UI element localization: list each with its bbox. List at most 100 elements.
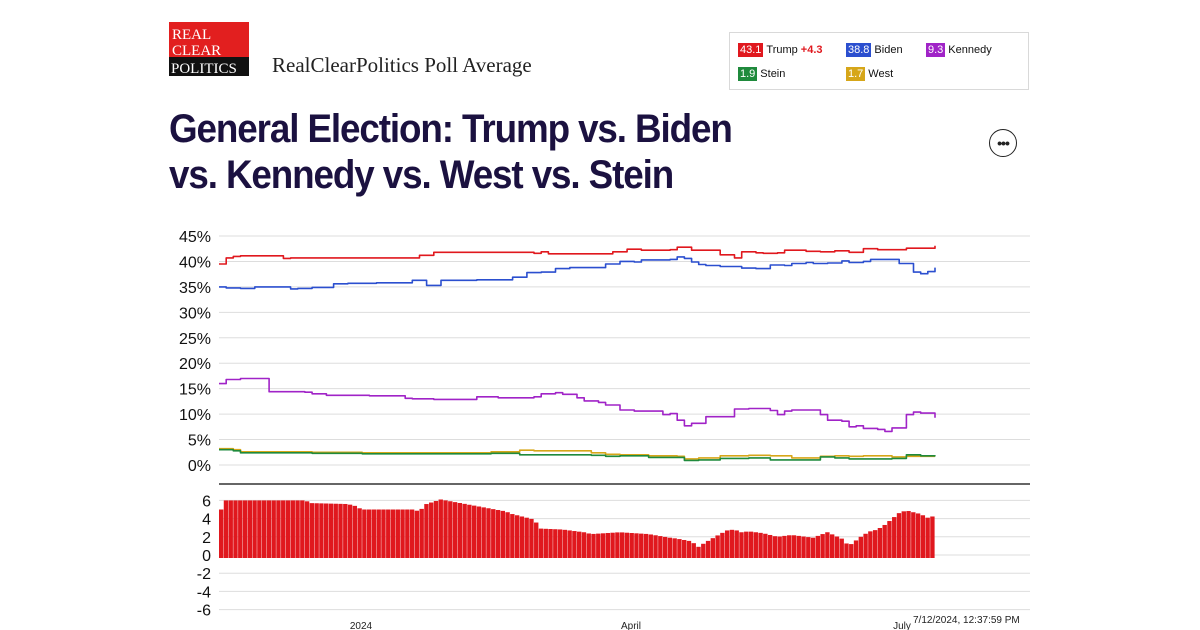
- spread-bar: [538, 528, 544, 558]
- spread-bar: [748, 531, 754, 558]
- spread-bar: [829, 534, 835, 558]
- spread-bar: [352, 505, 358, 558]
- spread-bar: [820, 534, 825, 558]
- spread-bar: [734, 530, 739, 558]
- spread-bar: [409, 509, 415, 558]
- spread-bar: [448, 501, 453, 558]
- legend-item-biden[interactable]: 38.8 Biden: [846, 42, 903, 58]
- rcp-logo[interactable]: REAL CLEAR POLITICS: [169, 22, 249, 76]
- spread-bar: [658, 536, 663, 558]
- spread-bar: [285, 500, 291, 558]
- spread-bar: [758, 532, 763, 558]
- legend-item-stein[interactable]: 1.9 Stein: [738, 66, 785, 82]
- spread-bar: [629, 533, 634, 558]
- y-tick-label: 15%: [179, 382, 211, 399]
- spread-bar: [405, 509, 410, 558]
- spread-bar: [319, 503, 324, 558]
- legend-item-west[interactable]: 1.7 West: [846, 66, 893, 82]
- spread-tick-label: 2: [202, 530, 211, 547]
- series-line-trump: [219, 245, 936, 265]
- spread-bar: [639, 533, 644, 558]
- timestamp: 7/12/2024, 12:37:59 PM: [913, 615, 1020, 626]
- legend-value: 1.9: [738, 67, 758, 81]
- x-tick-label: July: [893, 621, 911, 630]
- spread-tick-label: 4: [202, 512, 211, 529]
- spread-bar: [882, 524, 887, 558]
- spread-bar: [615, 532, 620, 558]
- logo-line-2: CLEAR: [172, 43, 221, 59]
- spread-bar: [371, 509, 377, 558]
- spread-bar: [662, 536, 668, 558]
- spread-bar: [672, 538, 677, 558]
- spread-bar: [505, 512, 510, 558]
- spread-bar: [290, 500, 295, 558]
- spread-tick-label: -6: [197, 603, 211, 620]
- spread-bar: [271, 500, 276, 558]
- spread-bar: [572, 531, 577, 558]
- legend-value: 9.3: [926, 43, 946, 57]
- spread-bar: [581, 532, 587, 558]
- spread-bar: [247, 500, 253, 558]
- spread-bar: [763, 533, 768, 558]
- spread-tick-label: 0: [202, 548, 211, 565]
- spread-bar: [414, 510, 420, 558]
- spread-bar: [806, 537, 811, 558]
- spread-bar: [872, 530, 878, 558]
- spread-bar: [863, 533, 868, 558]
- spread-bar: [600, 533, 606, 558]
- spread-bar: [510, 514, 515, 558]
- legend-item-trump[interactable]: 43.1 Trump +4.3: [738, 42, 823, 58]
- spread-bar: [777, 536, 782, 558]
- legend-name: Biden: [874, 44, 903, 56]
- legend-value: 43.1: [738, 43, 764, 57]
- spread-bar: [691, 543, 696, 558]
- x-tick-label: April: [621, 621, 641, 630]
- spread-bar: [491, 509, 496, 558]
- spread-bar: [486, 508, 491, 558]
- spread-bar: [500, 510, 505, 558]
- spread-bar: [366, 509, 372, 558]
- legend-item-kennedy[interactable]: 9.3 Kennedy: [926, 42, 992, 58]
- spread-bar: [266, 500, 272, 558]
- series-line-stein: [219, 448, 936, 462]
- spread-bar: [815, 535, 821, 558]
- y-tick-label: 25%: [179, 331, 211, 348]
- spread-bar: [767, 534, 773, 558]
- spread-bar: [801, 536, 806, 558]
- spread-bar: [643, 533, 649, 558]
- spread-bar: [696, 546, 701, 558]
- spread-bar: [858, 536, 863, 558]
- spread-bar: [242, 500, 248, 558]
- spread-bar: [925, 517, 930, 558]
- spread-bar: [724, 530, 730, 558]
- spread-bar: [443, 500, 448, 558]
- series-line-biden: [219, 256, 936, 290]
- spread-bar: [400, 509, 405, 558]
- more-options-button[interactable]: •••: [989, 129, 1017, 157]
- spread-bar: [495, 510, 501, 558]
- spread-bar: [424, 504, 429, 558]
- spread-bar: [787, 535, 792, 558]
- spread-bar: [868, 531, 873, 558]
- y-tick-label: 30%: [179, 305, 211, 322]
- y-tick-label: 0%: [188, 458, 211, 475]
- spread-bar: [419, 508, 424, 558]
- brand-caption[interactable]: RealClearPolitics Poll Average: [272, 53, 532, 77]
- legend-name: West: [868, 68, 894, 80]
- spread-bar: [677, 539, 682, 558]
- page-title: General Election: Trump vs. Biden vs. Ke…: [169, 106, 758, 198]
- spread-bar: [892, 517, 897, 558]
- spread-bar: [739, 532, 744, 558]
- spread-bar: [362, 509, 367, 558]
- spread-bar: [338, 503, 343, 558]
- spread-bar: [223, 500, 229, 558]
- spread-bar: [519, 516, 525, 558]
- spread-bar: [534, 522, 539, 558]
- spread-bar: [543, 528, 548, 558]
- spread-bar: [682, 539, 687, 558]
- spread-bar: [653, 535, 658, 558]
- spread-bar: [376, 509, 381, 558]
- logo-line-3: POLITICS: [171, 61, 237, 76]
- spread-bar: [567, 530, 572, 558]
